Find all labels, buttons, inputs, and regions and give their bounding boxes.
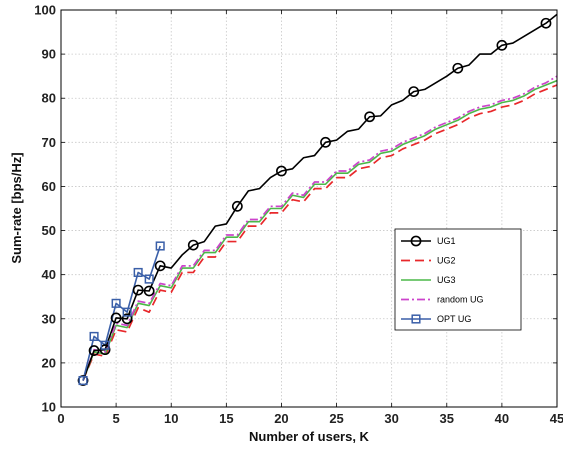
data-point-ug1	[540, 17, 552, 29]
x-tick-label: 40	[495, 411, 509, 426]
data-point-ug1	[276, 165, 287, 177]
data-point-opt-ug	[122, 307, 132, 317]
x-tick-label: 35	[440, 411, 454, 426]
data-point-ug1	[88, 345, 100, 356]
data-point-ug1	[496, 39, 508, 51]
x-tick-label: 25	[329, 411, 343, 426]
data-point-ug1	[154, 260, 166, 272]
y-tick-label: 40	[42, 267, 56, 282]
legend-label-random-ug: random UG	[437, 295, 484, 305]
legend-label-ug3: UG3	[437, 275, 456, 285]
legend-marker-ug1	[410, 235, 422, 247]
data-point-opt-ug	[111, 298, 121, 308]
series-line-ug1	[82, 13, 557, 381]
x-tick-label: 10	[164, 411, 178, 426]
data-point-ug1	[132, 284, 144, 296]
data-point-ug1	[452, 62, 464, 74]
data-point-opt-ug	[133, 267, 143, 278]
y-tick-label: 50	[42, 223, 56, 238]
x-tick-label: 5	[112, 411, 119, 426]
series-line-random-ug	[82, 75, 557, 381]
legend: UG1 UG2 UG3 random UG OPT UG	[394, 228, 522, 331]
plot-area	[61, 10, 557, 407]
data-point-ug1	[408, 86, 420, 98]
x-tick-label: 0	[57, 411, 64, 426]
legend-marker-opt-ug	[411, 314, 421, 324]
y-tick-label: 30	[42, 311, 56, 326]
axis-ticks: 0 5 10 15 20 25 30 35 40 45 10 20 30 40 50 60 70 80 90 100	[34, 3, 563, 427]
marker-layer	[77, 17, 552, 386]
legend-label-ug1: UG1	[437, 236, 456, 246]
series-line-opt-ug	[82, 245, 161, 381]
y-axis-title: Sum-rate [bps/Hz]	[9, 152, 24, 263]
data-point-ug1	[143, 285, 155, 297]
data-point-ug1	[320, 136, 331, 148]
y-tick-label: 90	[42, 47, 56, 62]
data-point-ug1	[364, 111, 376, 123]
x-tick-label: 15	[219, 411, 233, 426]
x-tick-label: 45	[550, 411, 563, 426]
x-axis-title: Number of users, K	[249, 429, 370, 444]
data-point-opt-ug	[100, 340, 110, 350]
data-point-opt-ug	[78, 375, 88, 386]
series-line-ug3	[82, 79, 557, 381]
legend-label-ug2: UG2	[437, 256, 456, 266]
data-point-ug1	[77, 375, 89, 386]
y-tick-label: 100	[34, 3, 56, 18]
data-point-ug1	[99, 344, 111, 356]
series-line-ug2	[82, 84, 557, 381]
data-point-ug1	[121, 313, 133, 325]
data-point-opt-ug	[155, 241, 165, 251]
plot-frame	[60, 9, 558, 408]
y-tick-label: 20	[42, 355, 56, 370]
legend-label-opt-ug: OPT UG	[437, 314, 471, 324]
data-point-ug1	[187, 239, 199, 251]
y-tick-label: 70	[42, 135, 56, 150]
data-point-ug1	[110, 312, 122, 324]
data-point-ug1	[231, 200, 243, 212]
x-tick-label: 20	[274, 411, 288, 426]
y-tick-label: 60	[42, 179, 56, 194]
y-tick-label: 80	[42, 91, 56, 106]
x-tick-label: 30	[384, 411, 398, 426]
series-layer	[82, 13, 557, 381]
data-point-opt-ug	[89, 331, 99, 341]
data-point-opt-ug	[144, 274, 154, 284]
y-tick-label: 10	[42, 400, 56, 415]
